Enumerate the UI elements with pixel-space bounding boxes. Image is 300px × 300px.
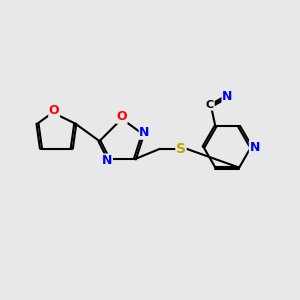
- Text: O: O: [49, 104, 59, 117]
- Text: C: C: [206, 100, 214, 110]
- Text: N: N: [222, 90, 232, 103]
- Text: N: N: [249, 140, 260, 154]
- Text: S: S: [176, 142, 186, 156]
- Text: O: O: [116, 110, 127, 123]
- Text: N: N: [139, 126, 150, 139]
- Text: N: N: [102, 154, 112, 167]
